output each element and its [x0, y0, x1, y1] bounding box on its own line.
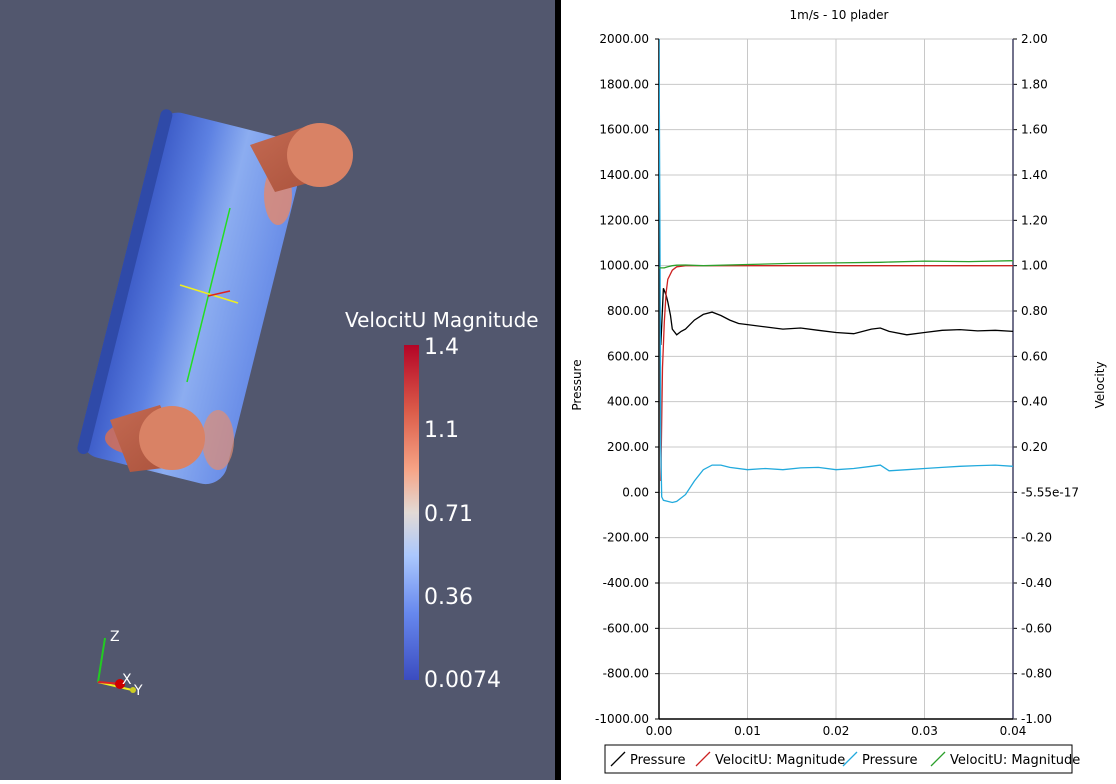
- legend-box: [604, 744, 1073, 774]
- y-left-tick-label: 800.00: [607, 304, 649, 318]
- chart-axes: 2000.00 1800.00 1600.00 1400.00 1200.00 1000.…: [595, 32, 1079, 738]
- series-line-2: [660, 265, 1013, 482]
- legend-entry-2: VelocitU: Magnitude: [715, 753, 845, 768]
- legend-swatch-3: [842, 751, 858, 767]
- y-left-tick-label: -200.00: [603, 531, 649, 545]
- y-right-tick-label: -0.60: [1021, 621, 1052, 635]
- x-tick-label: 0.00: [646, 724, 673, 738]
- chart-grid: [658, 38, 1014, 720]
- widget-cross[interactable]: [179, 207, 239, 383]
- chart-legend: Pressure VelocitU: Magnitude Pressure Veloc…: [604, 744, 1080, 774]
- y-right-tick-label: 1.80: [1021, 77, 1048, 91]
- y-left-tick-label: 1400.00: [599, 168, 649, 182]
- model-render: Z X Y: [77, 109, 353, 699]
- line-chart: 1m/s - 10 plader 2000.00 1800.00 1600.00 14…: [570, 8, 1107, 774]
- y-right-tick-label: -1.00: [1021, 712, 1052, 726]
- axes-triad: Z X Y: [97, 629, 143, 699]
- y-right-tick-label: 0.20: [1021, 440, 1048, 454]
- series-line-3: [659, 39, 1013, 504]
- y-left-tick-label: -800.00: [603, 667, 649, 681]
- y-right-tick-label: -0.40: [1021, 576, 1052, 590]
- y-left-tick-label: 200.00: [607, 440, 649, 454]
- y-right-tick-label: -0.80: [1021, 667, 1052, 681]
- y-right-tick-label: 2.00: [1021, 32, 1048, 46]
- legend-entry-4: VelocitU: Magnitude: [950, 753, 1080, 768]
- colorbar-label-max: 1.4: [424, 335, 459, 360]
- legend-swatch-4: [930, 751, 946, 767]
- chart-title: 1m/s - 10 plader: [790, 8, 889, 22]
- legend-swatch-1: [610, 751, 626, 767]
- x-tick-label: 0.01: [734, 724, 761, 738]
- legend-entry-3: Pressure: [862, 753, 918, 768]
- y-left-tick-label: 1800.00: [599, 77, 649, 91]
- y-right-tick-label: 1.40: [1021, 168, 1048, 182]
- y-right-axis-label: Velocity: [1093, 361, 1107, 408]
- colorbar: [404, 345, 419, 680]
- x-tick-label: 0.02: [823, 724, 850, 738]
- line-chart-view[interactable]: 1m/s - 10 plader 2000.00 1800.00 1600.00 14…: [561, 0, 1116, 780]
- chart-lines: [659, 39, 1013, 504]
- y-left-tick-label: 2000.00: [599, 32, 649, 46]
- bottom-pipe: [110, 405, 205, 472]
- y-right-tick-label: -5.55e-17: [1021, 485, 1079, 499]
- series-line-1: [660, 288, 1013, 346]
- y-right-tick-label: 1.00: [1021, 259, 1048, 273]
- colorbar-label-min: 0.0074: [424, 668, 501, 693]
- y-left-tick-label: 0.00: [622, 485, 649, 499]
- legend-swatch-2: [695, 751, 711, 767]
- y-left-tick-label: 1600.00: [599, 123, 649, 137]
- x-tick-label: 0.04: [1000, 724, 1027, 738]
- y-left-tick-label: 600.00: [607, 349, 649, 363]
- y-right-tick-label: 0.80: [1021, 304, 1048, 318]
- y-left-tick-label: -400.00: [603, 576, 649, 590]
- axis-y-label: Y: [133, 683, 143, 699]
- colorbar-label-4: 0.36: [424, 585, 473, 610]
- y-right-tick-label: 0.40: [1021, 395, 1048, 409]
- y-left-tick-label: 1000.00: [599, 259, 649, 273]
- colorbar-title: VelocitU Magnitude: [345, 308, 539, 332]
- y-left-tick-label: -600.00: [603, 621, 649, 635]
- y-right-tick-label: 0.60: [1021, 349, 1048, 363]
- series-line-4: [659, 260, 1013, 269]
- y-left-tick-label: 1200.00: [599, 213, 649, 227]
- render-view[interactable]: Z X Y VelocitU Magnitude 1.4 1.1 0.71 0.…: [0, 0, 555, 780]
- colorbar-label-3: 0.71: [424, 502, 473, 527]
- colorbar-label-2: 1.1: [424, 418, 459, 443]
- top-pipe: [250, 123, 353, 192]
- legend-entry-1: Pressure: [630, 753, 686, 768]
- y-left-axis-label: Pressure: [570, 359, 584, 410]
- y-right-tick-label: -0.20: [1021, 531, 1052, 545]
- x-tick-label: 0.03: [911, 724, 938, 738]
- view-divider[interactable]: [555, 0, 561, 780]
- y-right-tick-label: 1.60: [1021, 123, 1048, 137]
- axis-x-label: X: [122, 672, 132, 688]
- y-left-tick-label: -1000.00: [595, 712, 649, 726]
- y-right-tick-label: 1.20: [1021, 213, 1048, 227]
- y-left-tick-label: 400.00: [607, 395, 649, 409]
- axis-z-label: Z: [110, 629, 120, 645]
